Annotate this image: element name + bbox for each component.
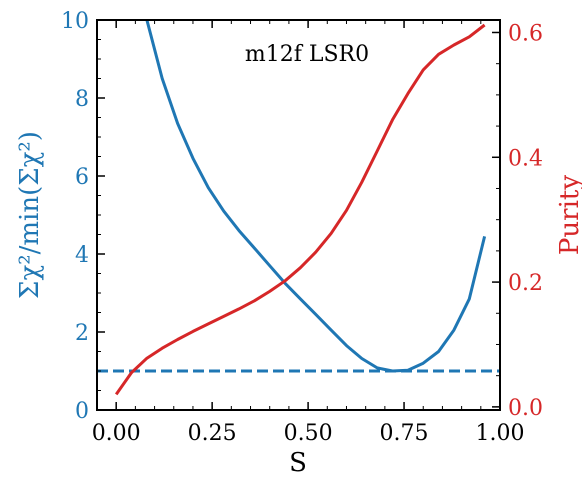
series-line-3: [114, 23, 486, 396]
series-line-1: [145, 20, 487, 373]
y-left-tick-label: 4: [75, 243, 89, 268]
x-tick-label: 1.00: [476, 421, 525, 446]
y-right-tick-label: 0.2: [508, 271, 543, 296]
x-tick-label: 0.50: [284, 421, 333, 446]
y-left-tick-label: 8: [75, 87, 89, 112]
chart-annotation: m12f LSR0: [245, 42, 369, 67]
x-tick-label: 0.00: [92, 421, 141, 446]
plot-marks: [97, 20, 500, 396]
x-tick-label: 0.75: [380, 421, 429, 446]
x-tick-label: 0.25: [188, 421, 237, 446]
y-left-tick-label: 0: [75, 399, 89, 424]
x-axis-label: S: [289, 448, 307, 477]
y-right-tick-label: 0.6: [508, 21, 543, 46]
y-axis-right-label: Purity: [555, 175, 582, 255]
y-right-tick-label: 0.4: [508, 146, 543, 171]
axis-ticks: 0.00 0.25 0.50 0.75 1.00 0 2 4 6 8 10 0.0 0.2 0.4 0.6: [61, 9, 543, 446]
y-right-tick-label: 0.0: [508, 396, 543, 421]
y-axis-left-label: Σχ²/min(Σχ²): [15, 131, 45, 299]
y-left-tick-label: 10: [61, 9, 89, 34]
y-left-tick-label: 6: [75, 165, 89, 190]
y-left-tick-label: 2: [75, 321, 89, 346]
